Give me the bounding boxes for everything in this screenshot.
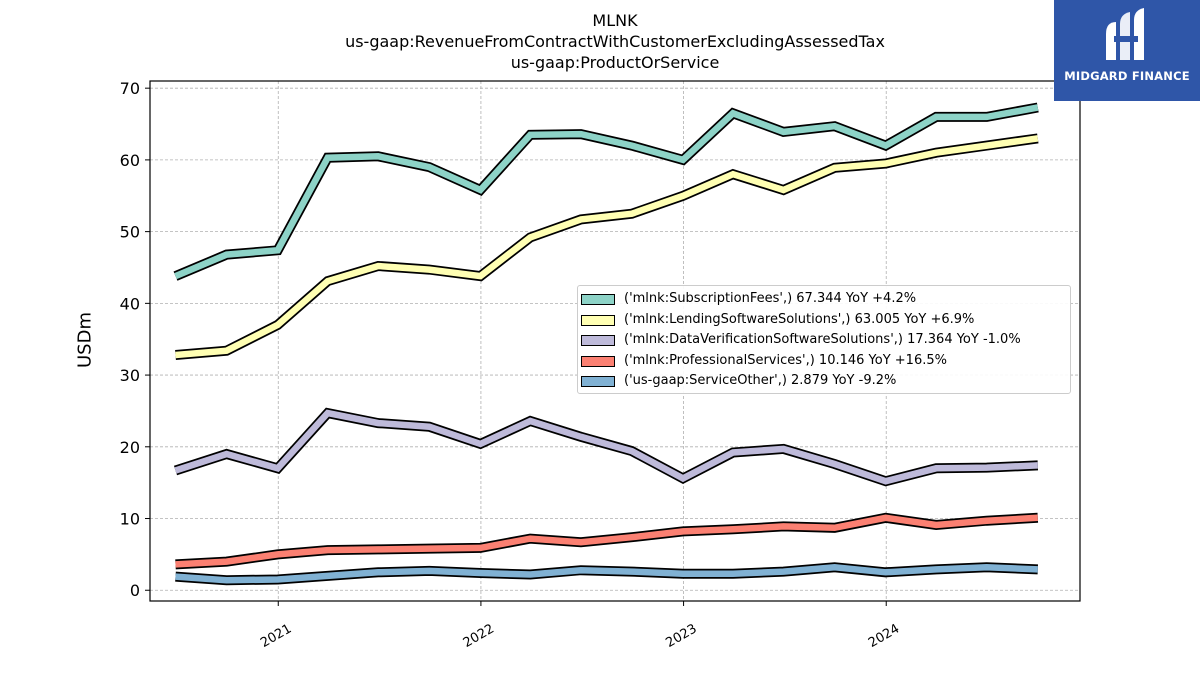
series-line-3 [175,514,1038,568]
y-tick-label: 50 [120,223,140,242]
chart-title-line-3: us-gaap:ProductOrService [510,53,720,72]
y-tick-label: 60 [120,151,140,170]
legend-item: ('us-gaap:ServiceOther',) 2.879 YoY -9.2… [578,372,1072,390]
watermark-text: MIDGARD FINANCE [1064,69,1190,83]
y-tick-label: 0 [130,581,140,600]
midgard-logo-icon [1106,8,1144,60]
y-tick-label: 40 [120,294,140,313]
y-tick-label: 70 [120,79,140,98]
legend-swatch [581,355,615,367]
series-line-4 [175,564,1038,584]
y-tick-label: 30 [120,366,140,385]
legend-swatch [581,335,615,346]
watermark-logo: MIDGARD FINANCE [1054,0,1200,101]
legend-swatch [581,294,615,305]
plot-frame [149,80,1081,602]
x-tick-label: 2024 [866,621,902,651]
y-tick-label: 20 [120,438,140,457]
series-line-1 [175,135,1039,359]
chart-title-line-2: us-gaap:RevenueFromContractWithCustomerE… [345,32,885,51]
legend-item: ('mlnk:DataVerificationSoftwareSolutions… [578,331,1072,349]
series-line-2 [174,409,1038,485]
legend-label: ('mlnk:SubscriptionFees',) 67.344 YoY +4… [624,291,917,306]
legend-item: ('mlnk:ProfessionalServices',) 10.146 Yo… [578,352,1072,370]
x-tick-label: 2022 [461,621,497,651]
legend-label: ('mlnk:DataVerificationSoftwareSolutions… [624,332,1021,347]
legend-label: ('mlnk:ProfessionalServices',) 10.146 Yo… [624,352,947,368]
legend-item: ('mlnk:LendingSoftwareSolutions',) 63.00… [578,311,1072,329]
y-tick-label: 10 [120,510,140,529]
x-tick-label: 2023 [663,621,699,651]
legend-label: ('mlnk:LendingSoftwareSolutions',) 63.00… [624,311,975,327]
series-line-0 [174,104,1039,280]
legend-item: ('mlnk:SubscriptionFees',) 67.344 YoY +4… [578,290,1072,308]
legend-swatch [581,314,615,326]
chart-title-line-1: MLNK [592,11,638,30]
chart-legend: ('mlnk:SubscriptionFees',) 67.344 YoY +4… [577,285,1071,394]
y-axis-label: USDm [74,312,96,368]
legend-label: ('us-gaap:ServiceOther',) 2.879 YoY -9.2… [624,373,897,388]
legend-swatch [581,376,615,387]
x-tick-label: 2021 [258,621,294,651]
